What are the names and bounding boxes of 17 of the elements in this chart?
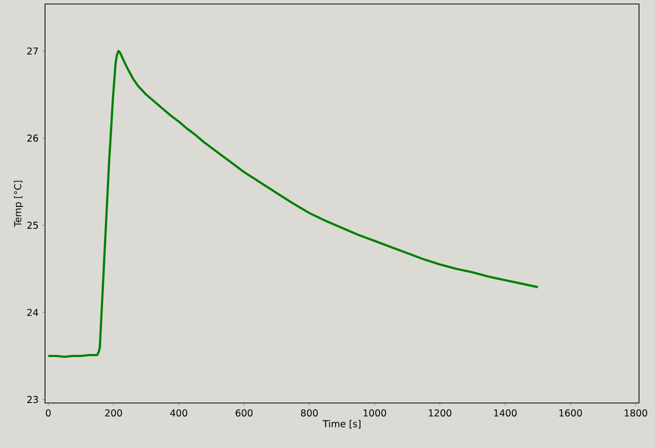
- x-tick-label: 1600: [559, 409, 582, 416]
- y-tick-label: 27: [27, 48, 38, 55]
- y-tick-label: 26: [27, 134, 38, 142]
- x-tick-label: 1000: [364, 409, 386, 416]
- x-tick-label: 1400: [494, 409, 517, 416]
- x-tick-label: 600: [236, 409, 252, 416]
- x-tick-label: 0: [46, 409, 51, 416]
- y-tick-label: 24: [27, 308, 38, 316]
- y-tick-label: 25: [27, 222, 38, 229]
- x-tick-label: 1200: [428, 409, 452, 416]
- y-axis-title: Temp [°C]: [14, 180, 24, 227]
- x-tick-label: 200: [105, 409, 122, 416]
- x-axis-title: Time [s]: [322, 420, 360, 428]
- x-tick-label: 1800: [624, 409, 648, 416]
- x-tick-label: 800: [300, 409, 318, 416]
- x-tick-label: 400: [170, 409, 188, 416]
- y-tick-label: 23: [27, 396, 38, 404]
